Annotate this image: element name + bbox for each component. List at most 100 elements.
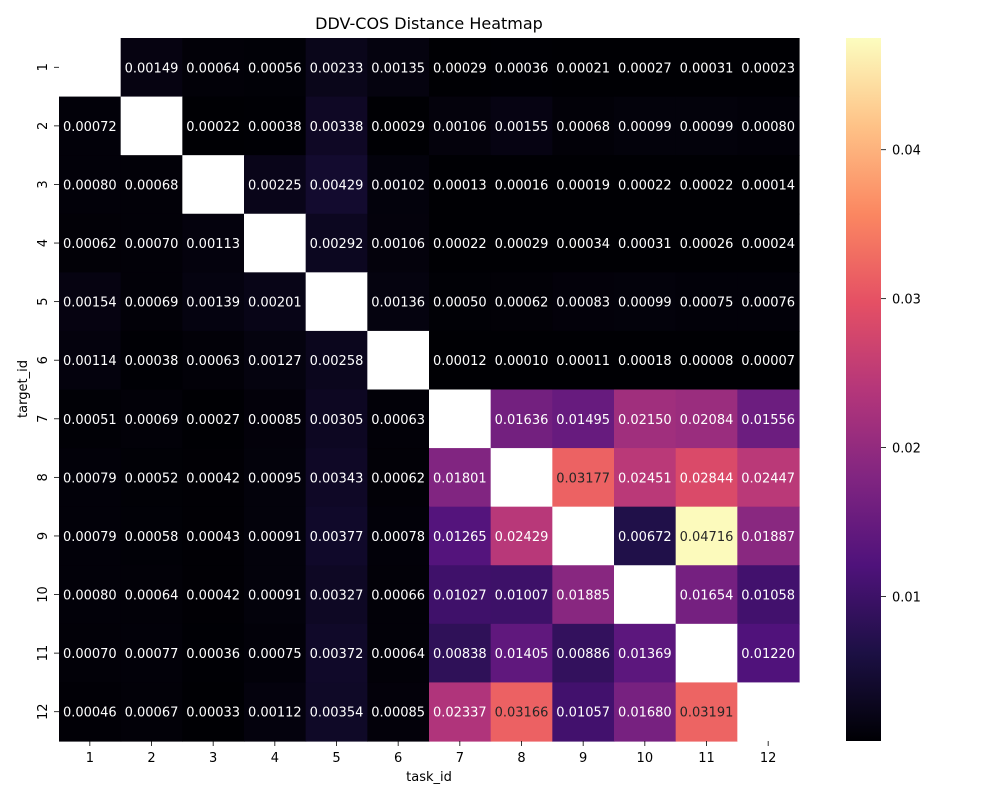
heatmap-cell	[182, 506, 245, 566]
heatmap-cell	[120, 330, 183, 391]
heatmap-cell	[552, 565, 615, 625]
heatmap-cell	[367, 682, 430, 742]
heatmap-cell	[675, 38, 738, 98]
heatmap-cell	[614, 565, 677, 625]
heatmap-cell	[59, 330, 122, 391]
heatmap-cell-label: 0.00038	[125, 354, 179, 369]
heatmap-cell	[737, 272, 800, 332]
x-tick-label: 8	[517, 751, 525, 766]
heatmap-cell-label: 0.00046	[63, 706, 117, 721]
heatmap-cell-label: 0.00022	[680, 178, 734, 193]
heatmap-cell	[305, 623, 368, 684]
heatmap-cell	[305, 565, 368, 625]
heatmap-cell	[614, 682, 677, 742]
heatmap-cell-label: 0.00063	[186, 354, 240, 369]
heatmap-cell-label: 0.00029	[433, 61, 487, 76]
colorbar-tick-label: 0.04	[892, 144, 921, 159]
heatmap-cell-label: 0.02150	[618, 413, 672, 428]
heatmap-cell-label: 0.00114	[63, 354, 117, 369]
heatmap-cell-label: 0.00099	[618, 296, 672, 311]
colorbar-tick-label: 0.01	[892, 591, 921, 606]
heatmap-cell-label: 0.00102	[371, 178, 425, 193]
heatmap-cell-label: 0.00019	[556, 178, 610, 193]
heatmap-cell	[367, 213, 430, 273]
heatmap-cell-label: 0.00078	[371, 530, 425, 545]
heatmap-cell	[244, 272, 307, 332]
x-tick-label: 11	[698, 751, 715, 766]
heatmap-cell	[614, 38, 677, 98]
heatmap-cell	[614, 623, 677, 684]
y-tick-label: 7	[36, 415, 51, 423]
heatmap-cell	[552, 213, 615, 273]
heatmap-cell	[429, 623, 492, 684]
heatmap-cell	[737, 506, 800, 566]
heatmap-cell-label: 0.02084	[680, 413, 734, 428]
colorbar-tick-label: 0.03	[892, 293, 921, 308]
heatmap-cell	[367, 155, 430, 215]
heatmap-cell	[552, 389, 615, 449]
heatmap-cell	[429, 330, 492, 391]
heatmap-cell	[490, 565, 553, 625]
y-tick-label: 9	[36, 532, 51, 540]
heatmap-cell	[367, 565, 430, 625]
heatmap-cell	[182, 213, 245, 273]
heatmap-cell	[59, 38, 122, 98]
heatmap-cell	[429, 506, 492, 566]
y-tick-label: 8	[36, 473, 51, 481]
heatmap-cell-label: 0.00062	[371, 471, 425, 486]
heatmap-cell	[614, 448, 677, 508]
heatmap-cell-label: 0.00042	[186, 471, 240, 486]
heatmap-cell	[675, 623, 738, 684]
heatmap-cell	[614, 389, 677, 449]
heatmap-cell-label: 0.00027	[618, 61, 672, 76]
heatmap-cell	[737, 96, 800, 156]
heatmap-cell-label: 0.00327	[310, 589, 364, 604]
heatmap-cell	[244, 506, 307, 566]
y-tick-label: 12	[36, 703, 51, 720]
heatmap-cell	[675, 330, 738, 391]
heatmap-cell	[182, 565, 245, 625]
heatmap-cell	[429, 682, 492, 742]
heatmap-cell-label: 0.00010	[495, 354, 549, 369]
heatmap-cell	[182, 623, 245, 684]
heatmap-cell-label: 0.00106	[433, 120, 487, 135]
heatmap-cell	[182, 155, 245, 215]
x-axis-ticks: 1 2 3 4 5 6 7 8 9 10 11 12	[86, 741, 776, 766]
heatmap-cell	[244, 389, 307, 449]
heatmap-cell-label: 0.02447	[741, 471, 795, 486]
heatmap-cell-label: 0.01556	[741, 413, 795, 428]
heatmap-cell	[552, 38, 615, 98]
heatmap-cell-label: 0.00033	[186, 706, 240, 721]
heatmap-cell-label: 0.00149	[125, 61, 179, 76]
heatmap-cell-label: 0.00036	[495, 61, 549, 76]
heatmap-cell	[305, 330, 368, 391]
heatmap-cell	[737, 330, 800, 391]
heatmap-cell-label: 0.00023	[741, 61, 795, 76]
heatmap-cell-label: 0.00064	[125, 589, 179, 604]
heatmap-cell	[305, 448, 368, 508]
y-tick-label: 5	[36, 297, 51, 305]
heatmap-cell-label: 0.00429	[310, 178, 364, 193]
colorbar-tick-label: 0.02	[892, 442, 921, 457]
y-axis-label: target_id	[16, 360, 31, 418]
heatmap-cell	[305, 682, 368, 742]
heatmap-cell-label: 0.01027	[433, 589, 487, 604]
heatmap-cell-label: 0.00008	[680, 354, 734, 369]
heatmap-cell-label: 0.00155	[495, 120, 549, 135]
y-tick-label: 10	[36, 586, 51, 603]
heatmap-cell	[675, 272, 738, 332]
heatmap-cell-label: 0.00083	[556, 296, 610, 311]
heatmap-cell	[429, 38, 492, 98]
x-axis-label: task_id	[406, 770, 452, 785]
heatmap-cell	[244, 213, 307, 273]
heatmap-cell	[120, 448, 183, 508]
heatmap-cell-label: 0.01636	[495, 413, 549, 428]
heatmap-cell-label: 0.00099	[680, 120, 734, 135]
heatmap-cell-label: 0.00085	[371, 706, 425, 721]
heatmap-cell	[182, 682, 245, 742]
colorbar-ticks: 0.01 0.02 0.03 0.04	[881, 144, 921, 606]
heatmap-cell	[490, 448, 553, 508]
heatmap-cell	[614, 272, 677, 332]
heatmap-cell	[552, 272, 615, 332]
heatmap-cell-label: 0.00024	[741, 237, 795, 252]
